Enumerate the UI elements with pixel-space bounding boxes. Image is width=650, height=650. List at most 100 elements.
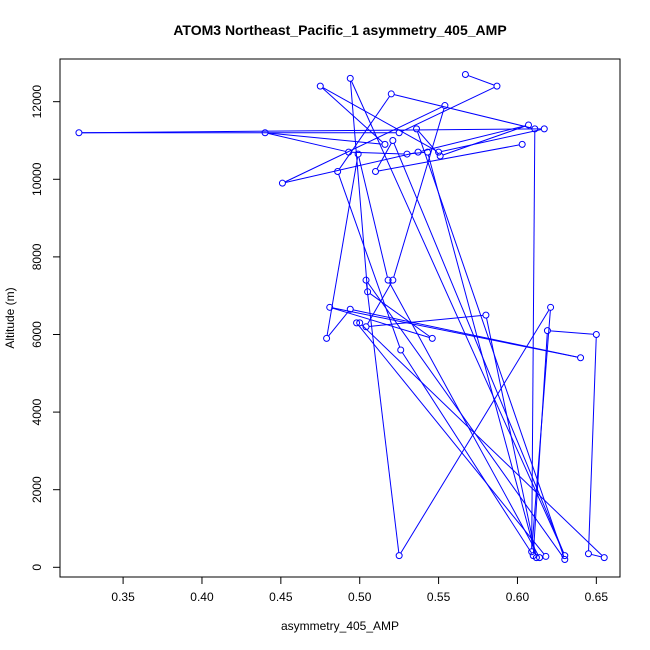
series-segment — [441, 128, 542, 152]
series-segment — [389, 282, 539, 556]
data-point — [389, 276, 397, 284]
data-point — [577, 354, 585, 362]
data-point — [542, 552, 550, 560]
data-point — [547, 303, 555, 311]
data-point — [346, 74, 354, 82]
data-point — [518, 140, 526, 148]
x-axis: 0.35 0.40 0.45 0.50 0.55 0.60 0.65 — [111, 576, 609, 604]
y-tick-label: 12000 — [30, 85, 44, 119]
data-point — [529, 552, 537, 560]
x-tick-label: 0.60 — [506, 590, 530, 604]
series-segment — [532, 333, 548, 553]
x-tick-label: 0.35 — [111, 590, 135, 604]
series-segment — [400, 309, 550, 554]
data-point — [326, 303, 334, 311]
series-segment — [361, 324, 603, 556]
data-point — [353, 319, 361, 327]
data-point — [261, 129, 269, 137]
data-point — [364, 288, 372, 296]
data-point — [395, 552, 403, 560]
y-axis-label: Altitude (m) — [3, 287, 17, 348]
data-point — [561, 556, 569, 564]
y-tick-label: 4000 — [30, 398, 44, 425]
series-segment — [369, 293, 431, 338]
data-point — [436, 152, 444, 160]
x-tick-label: 0.65 — [585, 590, 609, 604]
data-point — [354, 150, 362, 158]
data-point — [316, 82, 324, 90]
y-tick-label: 2000 — [30, 476, 44, 503]
series-segment — [393, 108, 445, 278]
data-point — [540, 125, 548, 133]
x-axis-label: asymmetry_405_AMP — [281, 619, 399, 633]
series-segment — [442, 125, 526, 156]
data-point — [362, 323, 370, 331]
data-point — [428, 334, 436, 342]
series-segment — [268, 132, 383, 145]
series-segment — [394, 94, 533, 129]
series-segment — [531, 131, 536, 549]
series-segment — [285, 152, 416, 183]
x-tick-label: 0.55 — [427, 590, 451, 604]
x-tick-label: 0.40 — [190, 590, 214, 604]
series-segment — [401, 86, 495, 132]
data-point — [278, 179, 286, 187]
data-point — [356, 319, 364, 327]
data-point — [600, 554, 608, 562]
data-point — [387, 90, 395, 98]
series-segment — [417, 131, 565, 557]
data-point — [323, 334, 331, 342]
series-segment — [378, 144, 520, 172]
data-point — [543, 327, 551, 335]
data-point — [346, 305, 354, 313]
series-segment — [367, 282, 392, 325]
series-segment — [358, 156, 388, 278]
series-segment — [81, 128, 542, 134]
series-segment — [393, 143, 565, 554]
series-segment — [468, 75, 495, 86]
data-point — [592, 330, 600, 338]
y-tick-label: 8000 — [30, 243, 44, 270]
data-point — [525, 121, 533, 129]
series-segment — [332, 307, 430, 338]
series-segment — [588, 337, 597, 551]
data-point — [381, 140, 389, 148]
series-segment — [358, 324, 545, 555]
series-lines — [81, 75, 603, 558]
series-segment — [591, 553, 602, 558]
series-segment — [418, 130, 439, 155]
data-point — [441, 102, 449, 110]
series-segment — [550, 330, 594, 335]
y-axis: 0 2000 4000 6000 8000 10000 12000 — [30, 85, 61, 571]
series-segment — [322, 87, 384, 143]
series-segment — [401, 352, 533, 554]
data-point — [461, 71, 469, 79]
series-segment — [267, 132, 346, 152]
data-point — [403, 150, 411, 158]
series-segment — [284, 106, 443, 183]
y-tick-label: 0 — [30, 564, 44, 571]
data-point — [528, 548, 536, 556]
data-point — [395, 129, 403, 137]
series-segment — [349, 81, 368, 289]
data-point — [384, 276, 392, 284]
data-point — [75, 129, 83, 137]
series-segment — [322, 87, 437, 152]
series-segment — [328, 311, 349, 337]
series-segment — [351, 80, 565, 554]
data-point — [531, 125, 539, 133]
data-point — [345, 148, 353, 156]
series-segment — [332, 307, 578, 358]
series-points — [75, 71, 608, 564]
x-tick-label: 0.50 — [348, 590, 372, 604]
data-point — [334, 168, 342, 176]
data-point — [397, 346, 405, 354]
data-point — [413, 125, 421, 133]
series-segment — [338, 96, 390, 170]
data-point — [482, 311, 490, 319]
y-tick-label: 10000 — [30, 162, 44, 196]
data-point — [389, 136, 397, 144]
data-point — [414, 148, 422, 156]
